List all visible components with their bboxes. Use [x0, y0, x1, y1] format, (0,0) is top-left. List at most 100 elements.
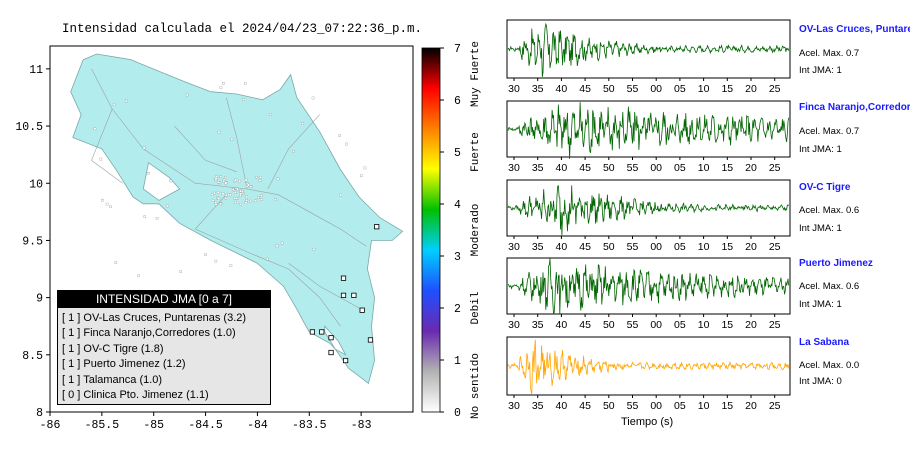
station-marker: [340, 292, 347, 298]
legend-item: [ 1 ] Puerto Jimenez (1.2): [62, 358, 186, 371]
town-marker: [276, 177, 280, 181]
station-marker: [359, 307, 365, 313]
station-marker: [309, 329, 315, 335]
waveform-x-tick-label: 40: [556, 400, 568, 412]
town-marker: [245, 195, 248, 199]
town-marker: [339, 193, 342, 197]
town-marker: [338, 134, 341, 137]
colorbar-category-label: Muy Fuerte: [470, 41, 482, 107]
colorbar: [421, 47, 441, 413]
colorbar-tick-label: 2: [454, 303, 461, 316]
intensity-legend: INTENSIDAD JMA [0 a 7] [ 1 ] OV-Las Cruc…: [57, 290, 271, 405]
town-marker: [204, 253, 207, 256]
town-marker: [215, 175, 218, 178]
trace-int-jma: Int JMA: 1: [799, 299, 842, 310]
waveform-x-tick-label: 25: [769, 319, 781, 331]
town-marker: [345, 142, 348, 146]
waveform-panel: [506, 257, 791, 315]
waveform-trace: [507, 22, 790, 77]
waveform-x-tick-label: 25: [769, 162, 781, 174]
waveform-x-tick-label: 05: [674, 400, 686, 412]
costa-rica-landmass: [70, 53, 404, 385]
town-marker: [275, 244, 279, 248]
x-tick-label: -86: [40, 419, 61, 432]
waveform-x-tick-label: 50: [603, 241, 615, 253]
trace-acel-max: Acel. Max. 0.0: [799, 360, 860, 371]
golfo-dulce: [324, 325, 347, 356]
trace-station-name: Puerto Jimenez: [799, 258, 873, 269]
town-marker: [109, 205, 112, 208]
town-marker: [155, 217, 159, 220]
waveform-x-tick-label: 40: [556, 83, 568, 95]
x-tick-label: -85.5: [85, 419, 120, 432]
waveform-x-tick-label: 45: [579, 400, 591, 412]
town-marker: [233, 201, 237, 204]
town-marker: [260, 198, 263, 201]
y-tick-label: 8: [36, 407, 43, 420]
town-marker: [114, 261, 118, 264]
waveform-x-tick-label: 00: [650, 241, 662, 253]
town-marker: [238, 179, 241, 183]
trace-int-jma: Int JMA: 0: [799, 376, 842, 387]
town-marker: [269, 113, 272, 116]
town-marker: [143, 215, 147, 218]
legend-item: [ 1 ] Talamanca (1.0): [62, 373, 163, 386]
waveform-x-tick-label: 55: [627, 241, 639, 253]
town-marker: [93, 127, 97, 131]
station-marker: [374, 224, 380, 230]
town-marker: [166, 204, 169, 208]
trace-int-jma: Int JMA: 1: [799, 65, 842, 76]
waveform-trace: [507, 339, 790, 395]
waveform-x-tick-label: 25: [769, 83, 781, 95]
colorbar-tick-label: 1: [454, 355, 461, 368]
waveform-x-tick-label: 10: [698, 241, 710, 253]
waveform-x-tick-label: 35: [532, 162, 544, 174]
waveform-x-tick-label: 55: [627, 319, 639, 331]
town-marker: [244, 178, 248, 182]
town-marker: [213, 191, 216, 195]
waveform-x-tick-label: 00: [650, 319, 662, 331]
waveform-trace: [508, 258, 790, 315]
town-marker: [247, 183, 250, 187]
waveform-x-tick-label: 20: [745, 400, 757, 412]
waveform-x-tick-label: 35: [532, 400, 544, 412]
waveform-x-tick-label: 50: [603, 83, 615, 95]
x-tick-label: -83.5: [292, 419, 327, 432]
waveform-x-tick-label: 55: [627, 162, 639, 174]
trace-station-name: La Sabana: [799, 337, 850, 348]
colorbar-category-label: Fuerte: [470, 132, 482, 172]
waveform-x-tick-label: 45: [579, 83, 591, 95]
waveform-x-tick-label: 15: [721, 162, 733, 174]
waveform-x-tick-label: 05: [674, 162, 686, 174]
town-marker: [255, 175, 258, 179]
waveform-x-tick-label: 05: [674, 319, 686, 331]
town-marker: [229, 264, 233, 267]
road-line: [288, 263, 362, 310]
waveform-x-tick-label: 20: [745, 83, 757, 95]
town-marker: [244, 201, 248, 204]
road-line: [174, 125, 237, 173]
colorbar-tick-label: 6: [454, 95, 461, 108]
station-marker: [367, 337, 374, 343]
town-marker: [222, 82, 225, 85]
town-marker: [231, 188, 235, 191]
town-marker: [125, 99, 128, 103]
town-marker: [214, 259, 218, 263]
town-marker: [239, 202, 242, 206]
waveform-x-tick-label: 30: [508, 400, 520, 412]
waveform-x-tick-label: 50: [603, 400, 615, 412]
y-tick-label: 9.5: [22, 235, 43, 248]
town-marker: [101, 198, 104, 202]
waveform-x-tick-label: 30: [508, 83, 520, 95]
legend-item: [ 0 ] Clinica Pto. Jimenez (1.1): [62, 388, 209, 401]
legend-list: [ 1 ] OV-Las Cruces, Puntarenas (3.2) [ …: [62, 311, 246, 403]
waveform-x-tick-label: 40: [556, 319, 568, 331]
town-marker: [169, 179, 173, 183]
town-marker: [216, 190, 220, 194]
trace-station-name: Finca Naranjo,Corredores: [799, 102, 910, 113]
town-marker: [112, 103, 116, 106]
road-line: [194, 194, 341, 327]
town-marker: [235, 196, 238, 200]
town-marker: [105, 202, 109, 206]
